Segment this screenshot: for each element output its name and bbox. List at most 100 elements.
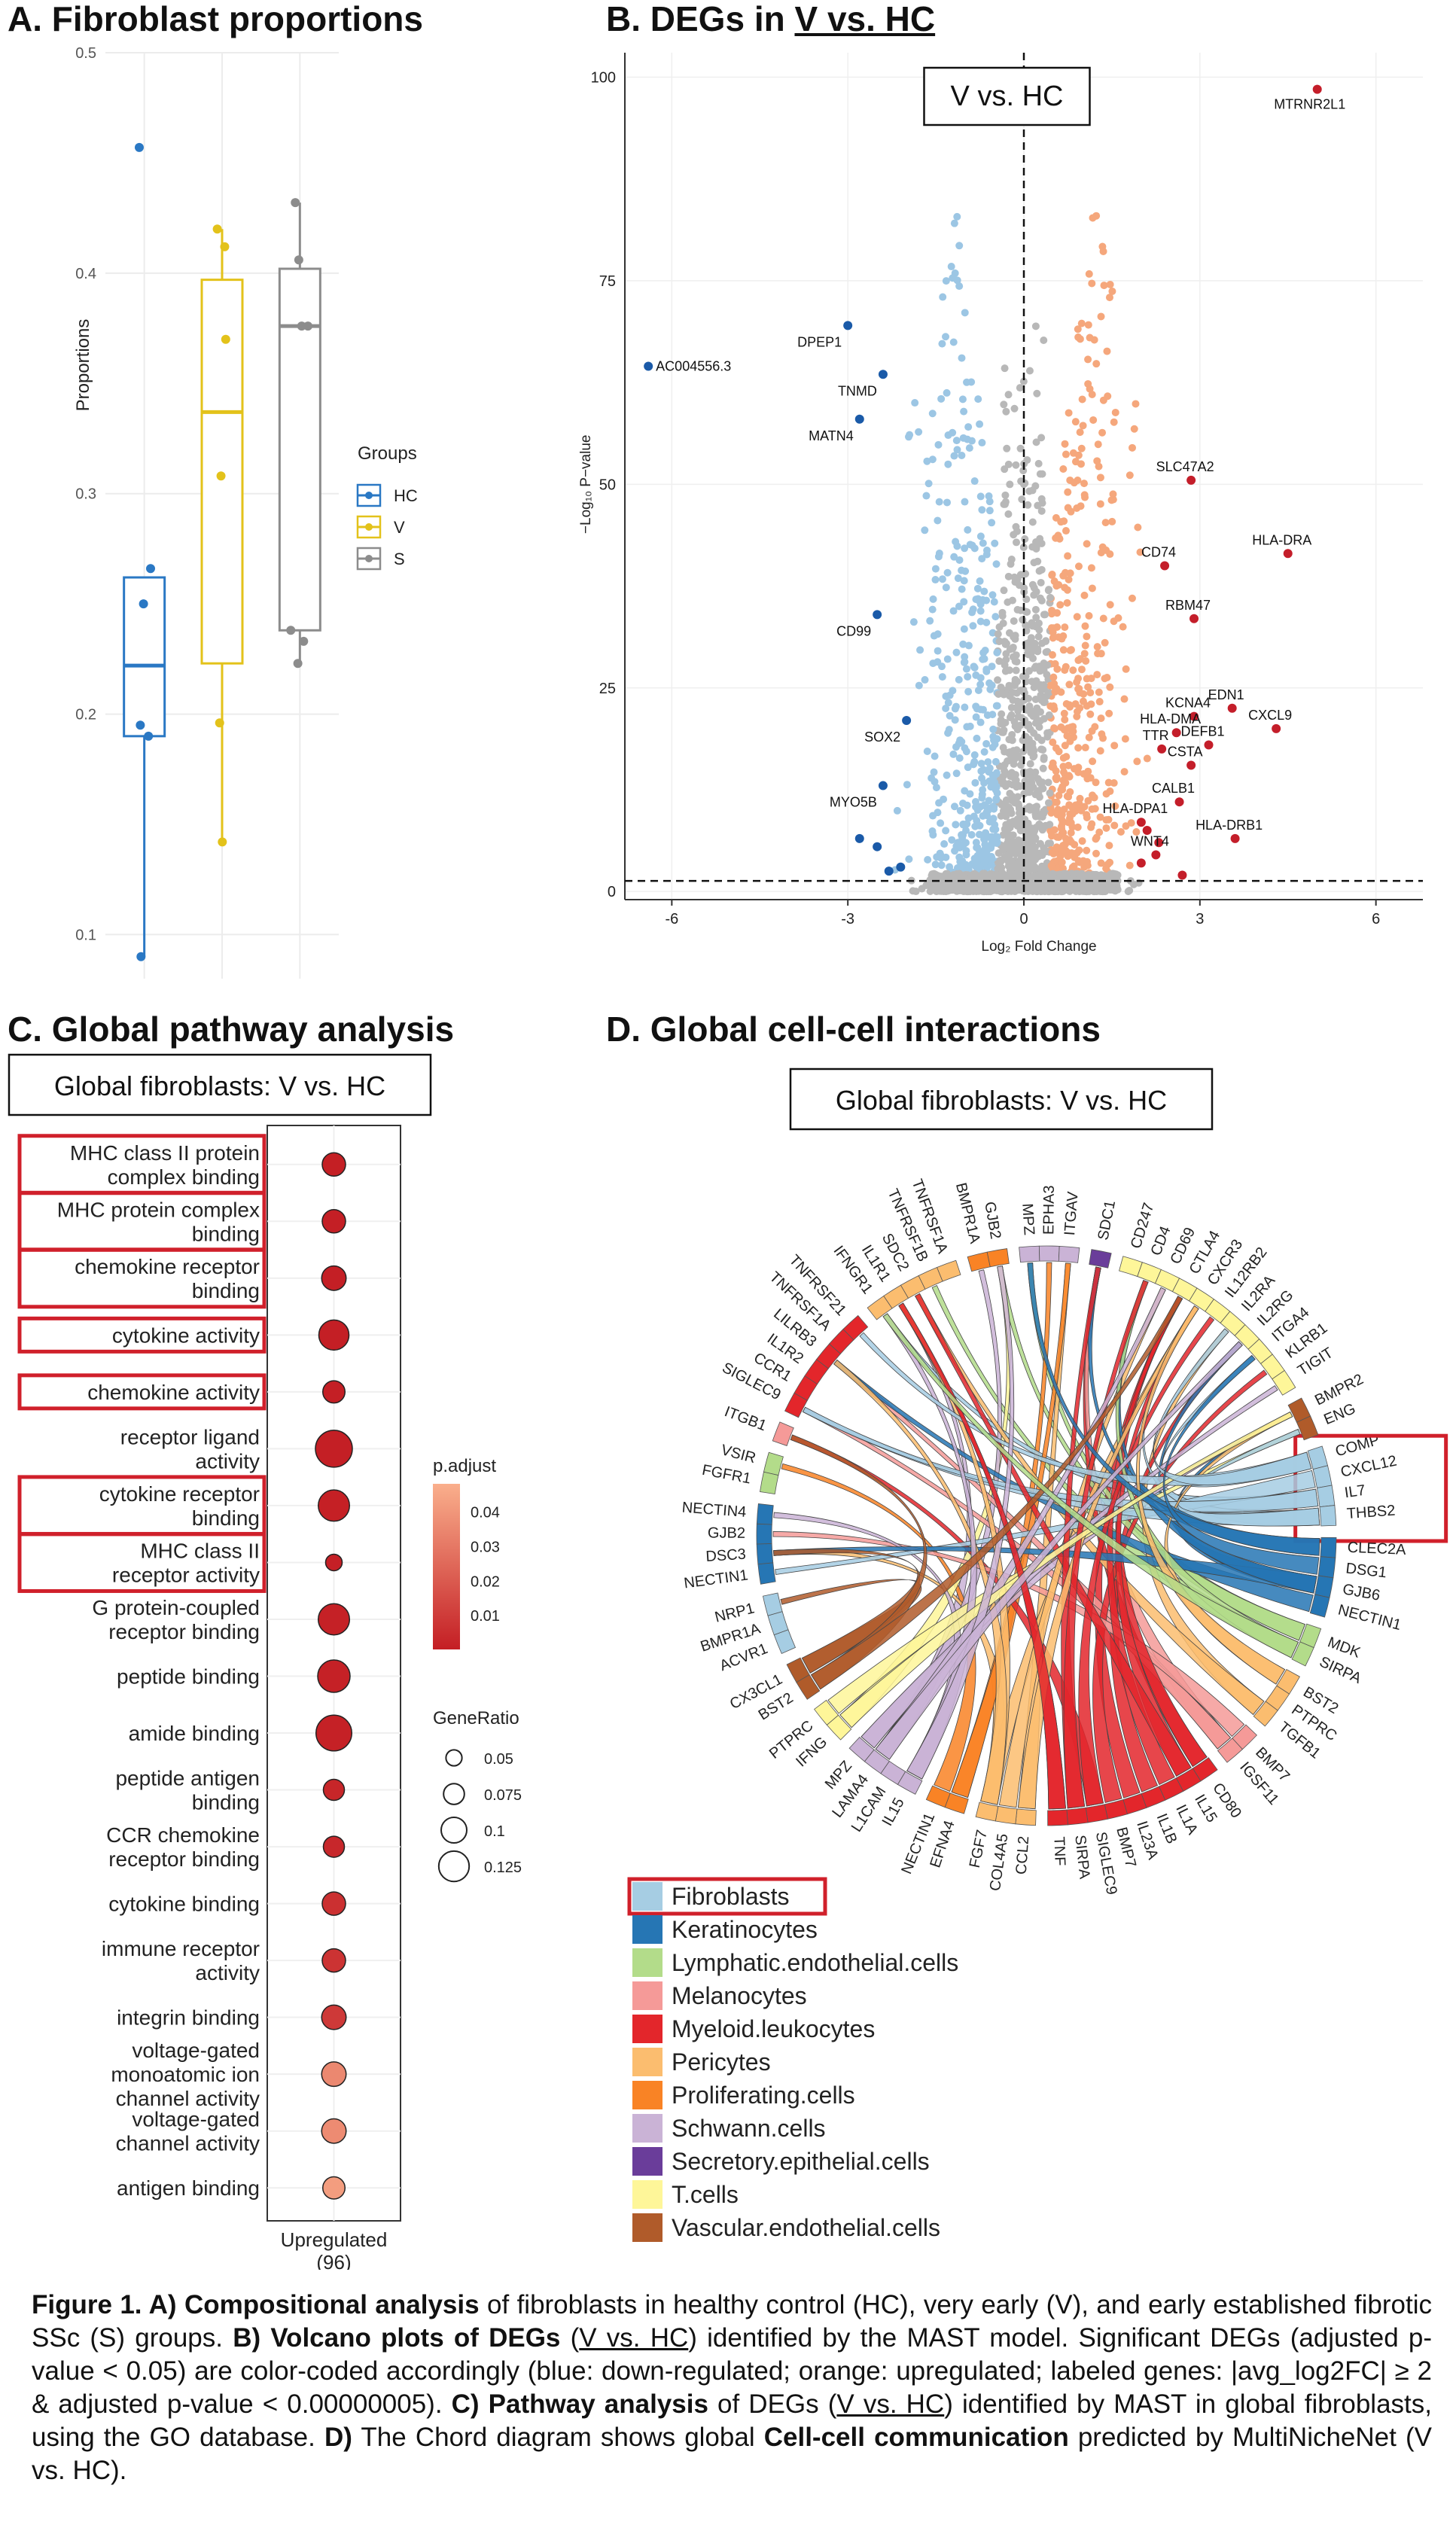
- y-tick-label: 0.2: [75, 707, 96, 723]
- panel-b-title-prefix: B. DEGs in: [606, 0, 795, 38]
- sector-segment: [967, 1251, 991, 1272]
- data-point: [1119, 623, 1127, 631]
- data-point: [1085, 270, 1093, 278]
- data-point: [1006, 480, 1014, 489]
- data-point: [971, 797, 979, 806]
- data-point: [921, 526, 929, 535]
- interaction-link: [1162, 1354, 1320, 1575]
- data-point: [1074, 656, 1083, 665]
- data-point: [1092, 778, 1100, 787]
- comparison-label: V vs. HC: [951, 81, 1064, 112]
- data-point: [1037, 736, 1046, 745]
- data-point: [1120, 695, 1129, 703]
- interaction-link: [882, 1313, 1299, 1658]
- data-point: [961, 544, 969, 553]
- data-point: [221, 334, 230, 344]
- data-point: [956, 806, 964, 815]
- data-point: [961, 653, 969, 661]
- data-point: [1045, 586, 1053, 594]
- data-point: [212, 224, 222, 234]
- data-point: [950, 219, 958, 227]
- data-point: [1055, 791, 1063, 800]
- data-point: [1130, 425, 1138, 433]
- labeled-point: [1171, 728, 1181, 738]
- data-point: [942, 827, 950, 835]
- data-point: [1044, 778, 1052, 787]
- data-point: [1109, 495, 1117, 504]
- data-point: [1067, 829, 1075, 837]
- data-point: [1064, 488, 1072, 496]
- legend-swatch: [632, 1981, 663, 2010]
- sector-segment: [1058, 1245, 1080, 1263]
- data-point: [1019, 736, 1027, 745]
- gene-label: CXCL9: [1248, 708, 1292, 723]
- data-point: [964, 814, 973, 822]
- term-dot: [321, 1209, 346, 1234]
- interaction-link: [833, 1360, 1007, 1805]
- labeled-point: [1227, 703, 1237, 713]
- data-point: [995, 637, 1004, 645]
- data-point: [1060, 805, 1068, 813]
- data-point: [1087, 700, 1095, 708]
- data-point: [942, 277, 950, 285]
- x-tick-label: 3: [1196, 911, 1204, 927]
- data-point: [1026, 638, 1034, 646]
- data-point: [960, 598, 968, 606]
- data-point: [1095, 462, 1103, 471]
- legend-swatch: [632, 1948, 663, 1977]
- data-point: [977, 760, 985, 768]
- data-point: [998, 710, 1006, 718]
- data-point: [1081, 622, 1089, 630]
- gene-label: HLA-DRA: [1252, 532, 1311, 547]
- labeled-point: [854, 414, 864, 424]
- data-point: [928, 410, 937, 418]
- data-point: [1083, 540, 1091, 548]
- sector-segment: [1320, 1537, 1337, 1558]
- data-point: [991, 740, 999, 748]
- data-point: [1026, 858, 1034, 867]
- data-point: [1040, 871, 1049, 879]
- data-point: [929, 812, 937, 820]
- data-point: [1095, 688, 1103, 696]
- data-point: [1064, 724, 1072, 732]
- gene-label: SIRPA: [1071, 1834, 1092, 1880]
- data-point: [952, 702, 960, 711]
- data-point: [1099, 614, 1107, 623]
- size-legend-circle: [440, 1817, 468, 1844]
- data-point: [1089, 416, 1098, 424]
- y-tick-label: 75: [599, 273, 616, 290]
- data-point: [1005, 666, 1013, 675]
- data-point: [1136, 548, 1144, 556]
- data-point: [999, 763, 1007, 771]
- data-point: [957, 842, 965, 851]
- interaction-link: [1078, 1316, 1215, 1807]
- data-point: [1027, 836, 1035, 844]
- data-point: [955, 602, 963, 611]
- data-point: [1093, 671, 1101, 679]
- data-point: [946, 691, 954, 699]
- data-point: [1060, 517, 1068, 525]
- data-point: [1121, 735, 1129, 743]
- gene-label: MPZ: [1019, 1203, 1037, 1235]
- data-point: [1085, 611, 1093, 620]
- size-legend-label: 0.075: [484, 1787, 522, 1804]
- gene-label: CD74: [1141, 544, 1176, 559]
- sector-segment: [1291, 1641, 1314, 1667]
- data-point: [980, 587, 988, 595]
- data-point: [953, 212, 961, 221]
- data-point: [991, 876, 999, 884]
- gene-label: ITGB1: [722, 1403, 769, 1434]
- labeled-point: [1186, 475, 1196, 485]
- data-point: [1061, 623, 1069, 632]
- data-point: [975, 830, 983, 839]
- data-point: [976, 577, 984, 585]
- data-point: [1026, 760, 1034, 768]
- data-point: [893, 806, 901, 815]
- data-point: [1037, 495, 1046, 503]
- caption-part: V vs. HC: [836, 2389, 945, 2419]
- data-point: [1034, 459, 1043, 468]
- caption-part: of fibroblasts in healthy control (HC), …: [32, 2290, 1432, 2353]
- data-point: [998, 608, 1007, 617]
- data-point: [144, 731, 154, 741]
- data-point: [1021, 535, 1029, 544]
